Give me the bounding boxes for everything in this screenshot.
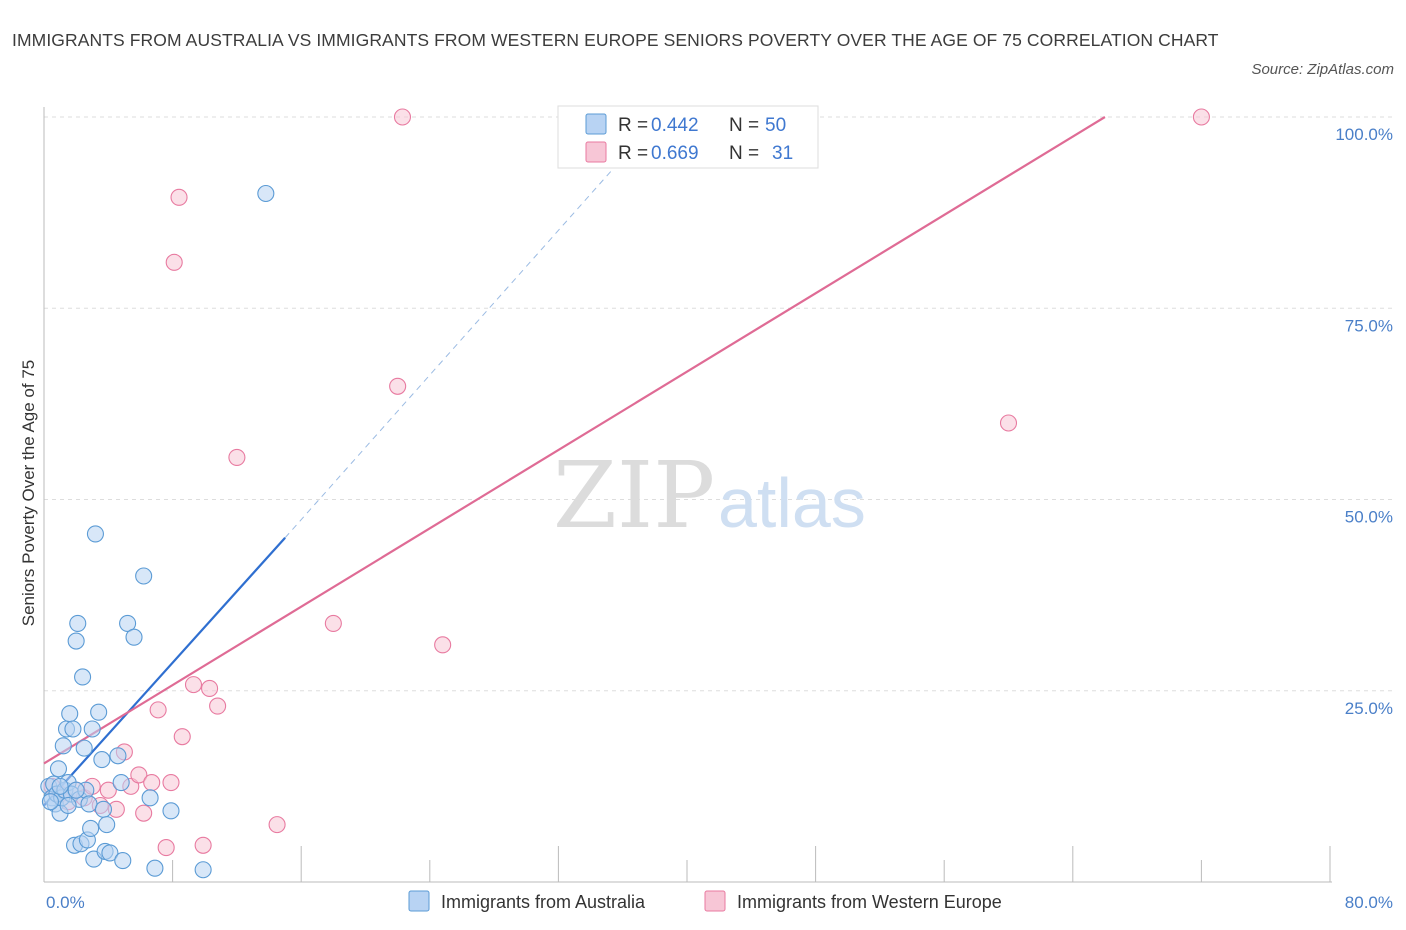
point-western-europe-20	[184, 676, 203, 694]
point-australia-25	[82, 819, 100, 838]
legend-n-value-western-europe: 31	[772, 143, 793, 164]
point-australia-34	[101, 844, 119, 862]
point-australia-24	[80, 795, 98, 813]
point-australia-47	[51, 777, 69, 795]
point-australia-35	[109, 747, 127, 765]
point-australia-45	[257, 184, 275, 203]
point-western-europe-14	[149, 701, 167, 719]
source-note: Source: ZipAtlas.com	[1251, 61, 1394, 78]
point-western-europe-11	[130, 766, 148, 784]
tick-labels: 25.0% 50.0% 75.0% 100.0% 0.0% 80.0%	[46, 125, 1393, 912]
point-australia-44	[194, 861, 212, 879]
point-western-europe-16	[162, 773, 180, 792]
y-tick-label-2: 75.0%	[1345, 316, 1393, 335]
point-australia-30	[93, 751, 111, 769]
legend-r-label-western-europe: R =	[618, 143, 648, 164]
series-legend: Immigrants from Australia Immigrants fro…	[408, 890, 1002, 912]
point-australia-31	[94, 800, 113, 818]
point-australia-17	[69, 614, 87, 632]
point-western-europe-7	[99, 781, 117, 799]
point-western-europe-17	[165, 253, 183, 271]
watermark-zip: ZIP	[553, 442, 715, 549]
point-australia-36	[112, 773, 130, 792]
legend-n-value-australia: 50	[765, 115, 786, 136]
legend-n-label-western-europe: N =	[729, 143, 759, 164]
point-australia-8	[54, 737, 72, 755]
y-axis-label: Seniors Poverty Over the Age of 75	[19, 360, 38, 626]
point-western-europe-18	[170, 188, 188, 206]
point-australia-21	[75, 739, 93, 757]
legend-n-label-australia: N =	[729, 115, 759, 136]
chart-title: IMMIGRANTS FROM AUSTRALIA VS IMMIGRANTS …	[12, 30, 1219, 50]
legend-swatch-western-europe	[585, 141, 607, 163]
grid-lines	[44, 116, 1392, 692]
point-australia-20	[74, 668, 92, 686]
point-australia-42	[146, 859, 164, 877]
point-australia-29	[90, 703, 108, 721]
point-australia-38	[119, 614, 137, 632]
legend-r-value-australia: 0.442	[651, 115, 699, 136]
bottom-legend-label-western-europe: Immigrants from Western Europe	[737, 892, 1002, 912]
point-australia-39	[125, 628, 143, 646]
point-western-europe-21	[194, 836, 212, 854]
point-australia-43	[162, 802, 180, 820]
point-western-europe-25	[268, 816, 286, 834]
data-points	[40, 108, 1210, 879]
point-western-europe-30	[999, 414, 1018, 432]
point-western-europe-13	[143, 773, 161, 792]
point-australia-5	[49, 760, 68, 778]
legend-r-value-western-europe: 0.669	[651, 143, 699, 164]
point-western-europe-15	[157, 839, 175, 857]
trend-lines	[43, 116, 1106, 807]
point-western-europe-31	[1192, 108, 1210, 126]
axes	[43, 107, 1332, 883]
correlation-legend: R = 0.442 N = 50 R = 0.669 N = 31	[557, 105, 819, 169]
point-australia-33	[98, 816, 116, 834]
x-tick-label-1: 80.0%	[1345, 893, 1393, 912]
bottom-legend-label-australia: Immigrants from Australia	[441, 892, 646, 912]
point-western-europe-12	[135, 804, 153, 822]
point-western-europe-29	[434, 636, 452, 654]
point-australia-41	[141, 789, 159, 807]
point-western-europe-19	[173, 728, 191, 746]
point-western-europe-24	[228, 448, 246, 466]
y-tick-label-1: 50.0%	[1345, 508, 1393, 527]
point-western-europe-26	[324, 614, 342, 632]
point-australia-16	[67, 632, 85, 650]
point-australia-12	[61, 705, 79, 723]
trend-line-western-europe	[43, 116, 1106, 765]
point-australia-40	[135, 567, 153, 585]
point-western-europe-27	[389, 377, 407, 395]
watermark: ZIP atlas	[553, 442, 866, 549]
x-tick-label-0: 0.0%	[46, 893, 85, 912]
y-tick-label-3: 100.0%	[1335, 125, 1393, 144]
bottom-legend-swatch-western-europe	[704, 890, 726, 912]
point-western-europe-28	[393, 108, 412, 126]
point-western-europe-23	[209, 697, 227, 715]
bottom-legend-swatch-australia	[408, 890, 430, 912]
y-tick-label-0: 25.0%	[1345, 699, 1393, 718]
point-australia-26	[83, 720, 101, 738]
point-australia-46	[41, 793, 59, 811]
point-australia-48	[67, 781, 85, 799]
legend-r-label-australia: R =	[618, 115, 648, 136]
point-australia-49	[59, 796, 77, 815]
trend-line-australia-extension	[284, 139, 640, 539]
legend-swatch-australia	[585, 113, 607, 135]
watermark-atlas: atlas	[718, 464, 866, 542]
point-australia-37	[114, 852, 132, 870]
trend-line-australia	[43, 537, 286, 807]
point-australia-28	[86, 525, 104, 543]
point-western-europe-22	[201, 679, 219, 698]
point-australia-14	[64, 720, 82, 738]
